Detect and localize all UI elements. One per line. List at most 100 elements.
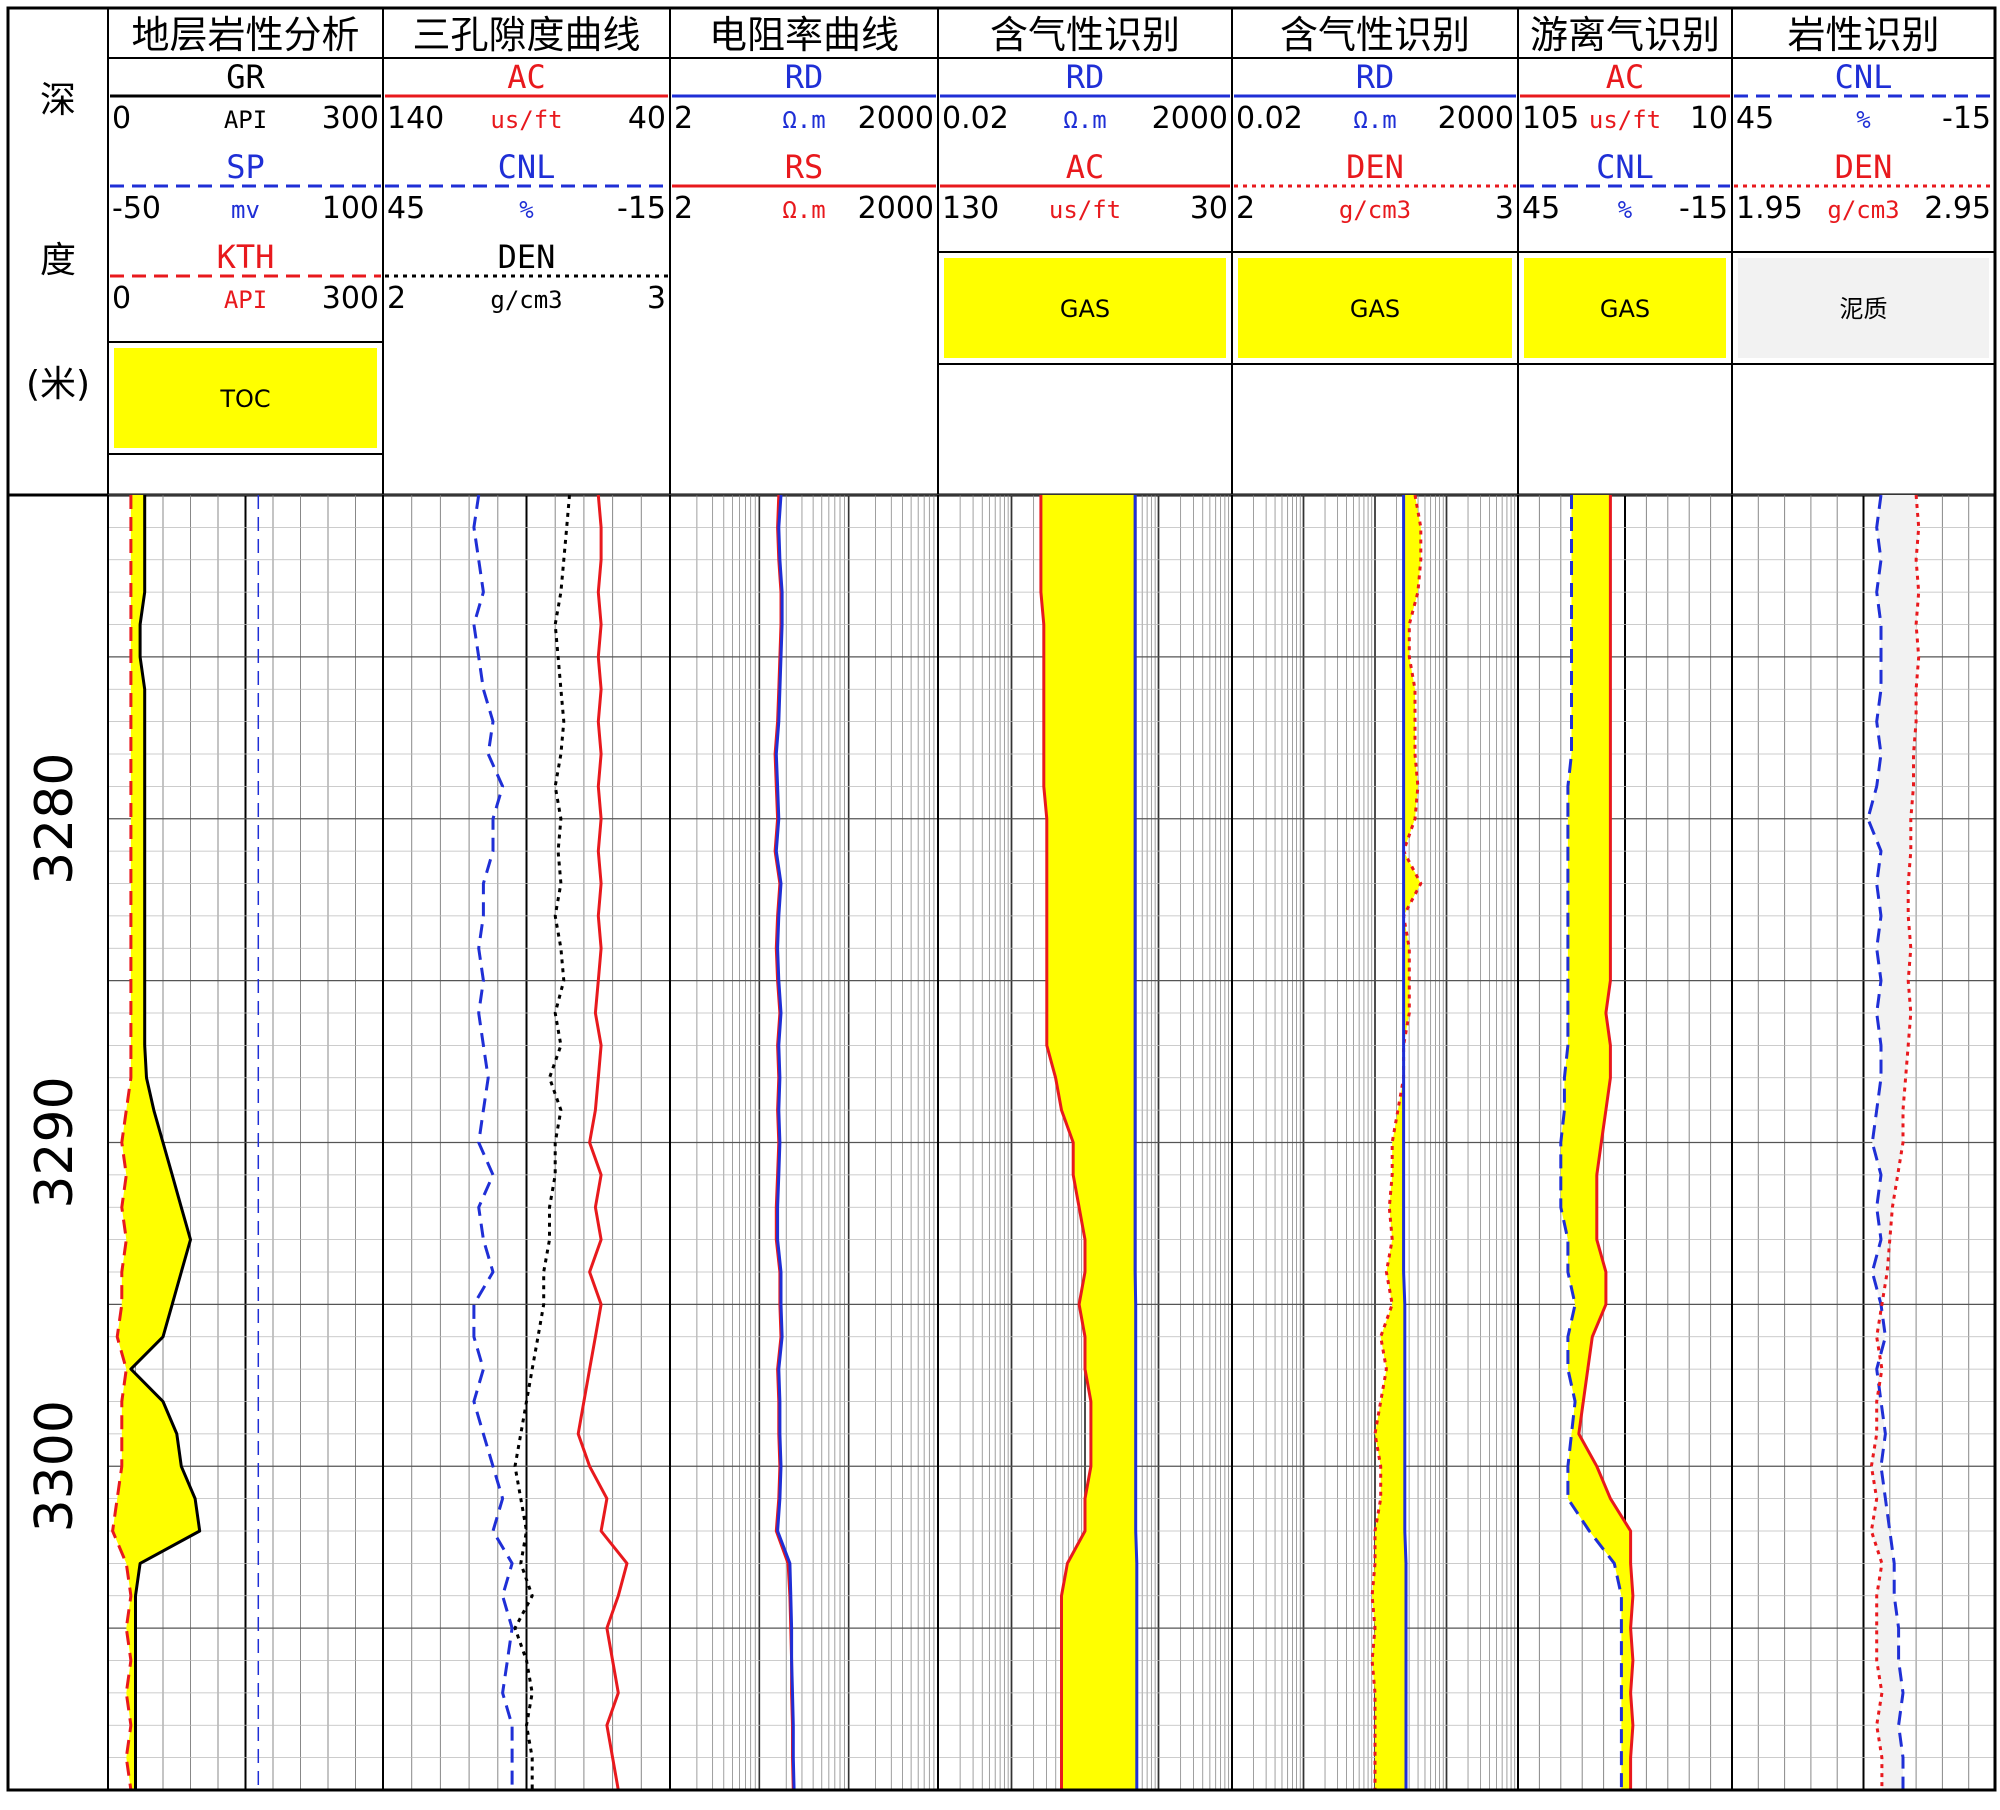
- curve-name: AC: [1606, 58, 1645, 96]
- den-curve: [513, 494, 571, 1790]
- curve-scale-max: -15: [1942, 101, 1991, 136]
- gr-curve: [129, 495, 202, 1790]
- depth-header-char: 深: [40, 80, 76, 121]
- track-title: 电阻率曲线: [709, 13, 899, 57]
- curve-name: RS: [785, 148, 824, 186]
- curve-name: CNL: [1596, 148, 1654, 186]
- curve-scale-max: 300: [322, 101, 379, 136]
- shale-fill: [1867, 495, 1919, 1790]
- curve-scale-min: 105: [1522, 101, 1579, 136]
- fill-legend-label: 泥质: [1840, 295, 1888, 323]
- curve-scale-min: 0.02: [1236, 101, 1303, 136]
- curve-unit: %: [1856, 106, 1871, 134]
- curve-unit: us/ft: [1049, 196, 1121, 224]
- fill-legend-label: GAS: [1350, 295, 1400, 323]
- curve-unit: Ω.m: [782, 106, 825, 134]
- fill-legend-box: [1738, 258, 1989, 358]
- fill-legend-box: [1524, 258, 1726, 358]
- depth-tick-label: 3280: [25, 753, 85, 885]
- curve-name: DEN: [1346, 148, 1404, 186]
- cnl-curve: [472, 494, 514, 1790]
- curve-scale-max: 2000: [1438, 101, 1514, 136]
- curve-scale-max: 2000: [1152, 101, 1228, 136]
- curve-scale-max: 100: [322, 191, 379, 226]
- curve-scale-min: 45: [1736, 101, 1774, 136]
- depth-tick-label: 3300: [25, 1400, 85, 1532]
- track-title: 游离气识别: [1530, 13, 1720, 57]
- curve-unit: Ω.m: [782, 196, 825, 224]
- curve-scale-max: -15: [1679, 191, 1728, 226]
- curve-scale-min: 140: [387, 101, 444, 136]
- track-title: 含气性识别: [1280, 13, 1470, 57]
- curve-unit: API: [224, 286, 267, 314]
- depth-header-char: 度: [40, 240, 76, 281]
- curve-scale-max: 3: [1495, 191, 1514, 226]
- kth-curve: [111, 495, 133, 1791]
- den-curve: [1869, 494, 1921, 1790]
- fill-legend-box: [114, 348, 377, 448]
- track-title: 含气性识别: [990, 13, 1180, 57]
- curve-unit: Ω.m: [1353, 106, 1396, 134]
- gas-fill: [1040, 495, 1137, 1790]
- ac-curve: [1039, 495, 1093, 1790]
- curve-name: CNL: [1835, 58, 1893, 96]
- fill-legend-label: GAS: [1060, 295, 1110, 323]
- depth-header-char: (米): [26, 364, 90, 405]
- den-curve: [1370, 494, 1423, 1790]
- toc-fill: [112, 495, 200, 1790]
- curve-name: KTH: [217, 238, 275, 276]
- curve-scale-max: 10: [1690, 101, 1728, 136]
- curve-scale-max: 2000: [858, 191, 934, 226]
- curve-scale-max: 3: [647, 281, 666, 316]
- curve-unit: API: [224, 106, 267, 134]
- curve-unit: us/ft: [490, 106, 562, 134]
- track-grid: [1732, 494, 1995, 1791]
- curve-name: DEN: [1835, 148, 1893, 186]
- curve-scale-min: 45: [1522, 191, 1560, 226]
- curve-name: DEN: [498, 238, 556, 276]
- track-grid: [1518, 494, 1732, 1791]
- rd-curve: [1402, 495, 1408, 1790]
- track-title: 三孔隙度曲线: [412, 13, 640, 57]
- ac-curve: [576, 494, 629, 1791]
- curve-scale-min: 45: [387, 191, 425, 226]
- curve-scale-min: 2: [1236, 191, 1255, 226]
- curve-unit: g/cm3: [1339, 196, 1411, 224]
- curve-scale-min: 0: [112, 281, 131, 316]
- track-title: 地层岩性分析: [131, 13, 359, 57]
- ac-curve: [1577, 495, 1635, 1790]
- curve-scale-min: -50: [112, 191, 161, 226]
- curve-unit: %: [519, 196, 534, 224]
- curve-unit: g/cm3: [1827, 196, 1899, 224]
- curve-name: CNL: [498, 148, 556, 186]
- curve-scale-min: 2: [674, 191, 693, 226]
- curve-scale-max: 2000: [858, 101, 934, 136]
- curve-scale-min: 2: [387, 281, 406, 316]
- curve-scale-min: 0: [112, 101, 131, 136]
- curve-scale-min: 1.95: [1736, 191, 1803, 226]
- curve-scale-min: 0.02: [942, 101, 1009, 136]
- curve-name: RD: [1356, 58, 1395, 96]
- curve-unit: mv: [231, 196, 260, 224]
- curve-name: RD: [785, 58, 824, 96]
- track-grid: [108, 494, 383, 1791]
- depth-tick-label: 3290: [25, 1076, 85, 1208]
- curve-unit: Ω.m: [1063, 106, 1106, 134]
- curve-unit: us/ft: [1589, 106, 1661, 134]
- curve-name: AC: [507, 58, 546, 96]
- gas-fill: [1560, 495, 1633, 1790]
- curve-name: SP: [226, 148, 265, 186]
- curve-scale-max: 300: [322, 281, 379, 316]
- outer-frame-top: [6, 6, 1997, 1792]
- track-grid: [669, 494, 939, 1791]
- gas-fill: [1372, 495, 1421, 1790]
- fill-legend-label: TOC: [219, 385, 270, 413]
- curve-scale-max: -15: [617, 191, 666, 226]
- track-grid: [383, 494, 670, 1791]
- rd-curve: [774, 494, 796, 1791]
- curve-scale-min: 130: [942, 191, 999, 226]
- curve-unit: %: [1618, 196, 1633, 224]
- cnl-curve: [1559, 495, 1623, 1790]
- curve-scale-min: 2: [674, 101, 693, 136]
